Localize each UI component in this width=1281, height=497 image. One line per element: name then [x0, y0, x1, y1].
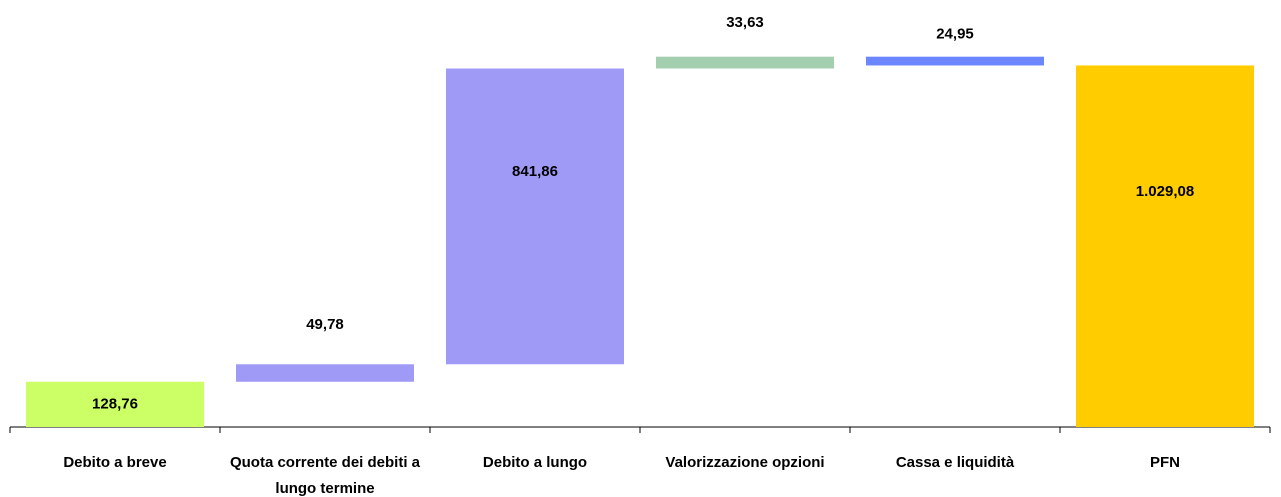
bar [1076, 65, 1254, 427]
x-tick-label: Valorizzazione opzioni [665, 454, 825, 471]
bar [446, 68, 624, 365]
value-label: 49,78 [306, 316, 344, 333]
x-tick-label: Cassa e liquidità [895, 454, 1015, 471]
x-tick-label: PFN [1150, 454, 1180, 471]
bar [866, 56, 1044, 66]
value-label: 841,86 [512, 163, 558, 180]
bar [656, 56, 834, 69]
bar [26, 381, 204, 427]
x-tick-label: Quota corrente dei debiti a lungo termin… [229, 454, 421, 497]
x-tick-label: Debito a lungo [482, 454, 588, 471]
value-label: 128,76 [92, 395, 138, 412]
value-label: 33,63 [726, 14, 764, 31]
value-label: 24,95 [936, 26, 974, 43]
bar [236, 364, 414, 382]
value-label: 1.029,08 [1136, 183, 1194, 200]
x-tick-label: Debito a breve [63, 454, 167, 471]
